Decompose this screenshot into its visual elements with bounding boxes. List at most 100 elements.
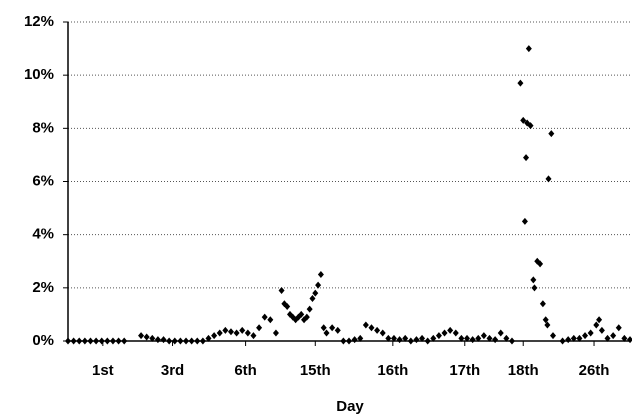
x-tick-label: 17th: [449, 362, 480, 379]
point: [309, 294, 316, 302]
point: [419, 334, 426, 342]
point: [312, 289, 319, 297]
point: [530, 276, 537, 284]
point: [109, 337, 116, 345]
point: [593, 321, 600, 329]
point: [615, 324, 622, 332]
y-tick-label: 8%: [32, 119, 54, 136]
point: [346, 337, 352, 345]
point: [115, 337, 122, 345]
x-tick-label: 18th: [508, 362, 539, 379]
point: [98, 337, 105, 345]
point: [379, 329, 386, 337]
point: [627, 336, 632, 344]
point: [250, 332, 257, 340]
point: [475, 334, 482, 342]
point: [121, 337, 128, 345]
point: [303, 313, 310, 321]
point: [329, 324, 336, 332]
point: [334, 326, 341, 334]
y-tick-label: 2%: [32, 279, 54, 296]
point: [621, 334, 628, 342]
point: [104, 337, 111, 345]
point: [357, 334, 364, 342]
point: [211, 332, 218, 340]
point: [537, 260, 544, 268]
x-tick-label: 26th: [579, 362, 610, 379]
point: [576, 334, 583, 342]
point: [441, 329, 448, 337]
point: [340, 337, 347, 345]
point: [199, 337, 206, 345]
point: [267, 316, 274, 324]
point: [604, 334, 611, 342]
point: [368, 324, 375, 332]
point: [492, 336, 499, 344]
point: [298, 310, 305, 318]
point: [523, 154, 530, 162]
x-tick-label: 1st: [92, 362, 114, 379]
point: [424, 337, 431, 345]
point: [430, 334, 437, 342]
point: [402, 334, 409, 342]
point: [503, 334, 510, 342]
point: [508, 337, 515, 345]
point: [227, 328, 234, 336]
point: [166, 337, 173, 345]
point: [362, 321, 369, 329]
point: [542, 316, 549, 324]
point: [570, 334, 577, 342]
point: [550, 332, 557, 340]
point: [183, 337, 190, 345]
point: [565, 336, 572, 344]
point: [244, 329, 251, 337]
point: [261, 313, 268, 321]
point: [76, 337, 83, 345]
y-tick-label: 4%: [32, 226, 54, 243]
point: [469, 336, 476, 344]
point: [452, 329, 459, 337]
point: [396, 336, 403, 344]
point: [222, 326, 229, 334]
point: [65, 337, 71, 345]
point: [531, 284, 538, 292]
point: [239, 326, 246, 334]
point: [407, 337, 414, 345]
point: [525, 45, 532, 53]
y-tick-label: 10%: [24, 66, 54, 83]
y-tick-label: 0%: [32, 332, 54, 349]
point: [351, 336, 358, 344]
point: [81, 337, 88, 345]
point: [458, 334, 465, 342]
point: [171, 337, 178, 345]
point: [256, 324, 263, 332]
point: [413, 336, 420, 344]
x-tick-label: 15th: [300, 362, 331, 379]
point: [545, 175, 552, 183]
point: [278, 286, 285, 294]
x-axis-title: Day: [336, 398, 364, 415]
point: [272, 329, 279, 337]
x-tick-label: 3rd: [161, 362, 184, 379]
point: [194, 337, 201, 345]
point: [521, 217, 528, 225]
point: [177, 337, 184, 345]
point: [486, 334, 493, 342]
point: [138, 332, 145, 340]
point: [315, 281, 322, 289]
y-tick-label: 6%: [32, 172, 54, 189]
point: [582, 332, 589, 340]
point: [480, 332, 487, 340]
y-tick-label: 12%: [24, 13, 54, 30]
point: [390, 334, 397, 342]
point: [435, 332, 442, 340]
point: [320, 324, 327, 332]
point: [598, 326, 605, 334]
x-tick-label: 16th: [377, 362, 408, 379]
point: [93, 337, 100, 345]
point: [317, 271, 324, 279]
point: [143, 333, 150, 341]
point: [154, 336, 161, 344]
point: [559, 337, 566, 345]
